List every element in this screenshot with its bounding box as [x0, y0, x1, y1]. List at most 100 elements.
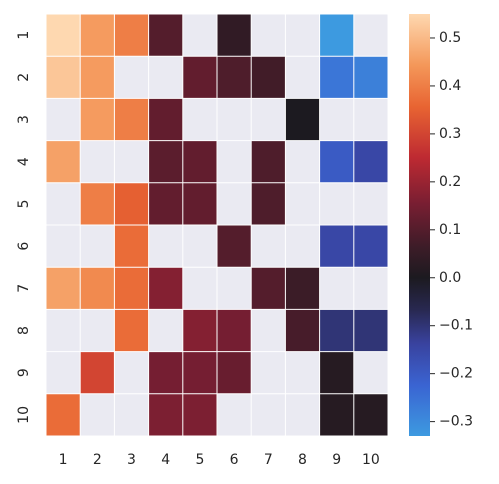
heatmap-cell	[251, 182, 286, 225]
heatmap-cell	[319, 56, 354, 99]
y-axis-ticks: 1 2 3 4 5 6 7 8 9 10	[16, 31, 32, 424]
heatmap-cell	[46, 14, 81, 57]
heatmap-cell	[46, 351, 81, 394]
heatmap-cell	[148, 309, 183, 352]
heatmap-cell	[217, 98, 252, 141]
heatmap-cell	[285, 56, 320, 99]
heatmap-cell	[353, 351, 388, 394]
heatmap-cell	[46, 267, 81, 310]
y-tick-label: 6	[16, 242, 32, 251]
heatmap-cell	[217, 351, 252, 394]
y-tick-label: 9	[16, 368, 32, 377]
x-axis-ticks: 1 2 3 4 5 6 7 8 9 10	[59, 452, 380, 468]
heatmap-cell	[148, 14, 183, 57]
heatmap-cell	[80, 351, 115, 394]
heatmap-cell	[353, 56, 388, 99]
heatmap-cell	[319, 98, 354, 141]
heatmap-cell	[353, 225, 388, 268]
heatmap-cell	[46, 393, 81, 436]
heatmap-cell	[114, 98, 149, 141]
heatmap-cell	[114, 225, 149, 268]
x-tick-label: 3	[127, 452, 136, 468]
x-tick-label: 5	[195, 452, 204, 468]
heatmap-cell	[285, 182, 320, 225]
heatmap-cell	[182, 56, 217, 99]
heatmap-cell	[148, 140, 183, 183]
x-tick-label: 4	[161, 452, 170, 468]
y-tick-label: 4	[16, 157, 32, 166]
y-tick-label: 7	[16, 284, 32, 293]
heatmap-cell	[251, 14, 286, 57]
y-tick-label: 5	[16, 199, 32, 208]
heatmap-cell	[114, 267, 149, 310]
colorbar-tick-label: 0.1	[439, 222, 461, 238]
heatmap-cell	[285, 309, 320, 352]
heatmap-cell	[319, 393, 354, 436]
heatmap-cell	[353, 182, 388, 225]
y-tick-label: 8	[16, 326, 32, 335]
heatmap-cell	[217, 309, 252, 352]
x-tick-label: 2	[93, 452, 102, 468]
heatmap-cell	[80, 56, 115, 99]
y-tick-label: 1	[16, 31, 32, 40]
heatmap-cell	[148, 56, 183, 99]
heatmap-cell	[182, 98, 217, 141]
y-tick-label: 3	[16, 115, 32, 124]
heatmap-cell	[182, 351, 217, 394]
heatmap-cell	[285, 14, 320, 57]
x-tick-label: 10	[362, 452, 380, 468]
heatmap-cell	[114, 351, 149, 394]
heatmap-cell	[251, 140, 286, 183]
heatmap-cell	[353, 14, 388, 57]
heatmap-cell	[148, 225, 183, 268]
heatmap-cell	[251, 98, 286, 141]
heatmap-cell	[114, 182, 149, 225]
x-tick-label: 6	[230, 452, 239, 468]
heatmap-cell	[251, 351, 286, 394]
heatmap-cell	[353, 98, 388, 141]
heatmap-cell	[353, 140, 388, 183]
heatmap-cell	[182, 393, 217, 436]
heatmap-cell	[251, 267, 286, 310]
heatmap-cell	[285, 98, 320, 141]
heatmap-cell	[251, 309, 286, 352]
x-tick-label: 7	[264, 452, 273, 468]
heatmap-cell	[217, 140, 252, 183]
heatmap-cell	[285, 225, 320, 268]
heatmap-cell	[319, 225, 354, 268]
heatmap-cell	[114, 14, 149, 57]
heatmap-cell	[80, 14, 115, 57]
heatmap-cell	[46, 309, 81, 352]
heatmap-cell	[285, 140, 320, 183]
colorbar	[409, 14, 430, 436]
heatmap-cell	[251, 56, 286, 99]
heatmap-cell	[46, 140, 81, 183]
heatmap-cell	[114, 56, 149, 99]
x-tick-label: 1	[59, 452, 68, 468]
heatmap-cell	[217, 14, 252, 57]
heatmap-cell	[217, 56, 252, 99]
heatmap-cells	[45, 13, 389, 437]
heatmap-cell	[285, 393, 320, 436]
heatmap-cell	[182, 225, 217, 268]
heatmap-cell	[80, 267, 115, 310]
heatmap-cell	[285, 351, 320, 394]
heatmap-cell	[251, 225, 286, 268]
heatmap-cell	[182, 14, 217, 57]
colorbar-tick-label: 0.0	[439, 270, 461, 286]
heatmap-cell	[182, 267, 217, 310]
heatmap-cell	[353, 393, 388, 436]
heatmap-cell	[182, 309, 217, 352]
heatmap-cell	[319, 14, 354, 57]
colorbar-tick-label: −0.2	[439, 366, 473, 382]
heatmap-cell	[148, 98, 183, 141]
x-tick-label: 9	[332, 452, 341, 468]
heatmap-cell	[46, 182, 81, 225]
heatmap-cell	[114, 309, 149, 352]
heatmap-cell	[148, 267, 183, 310]
heatmap-cell	[353, 267, 388, 310]
heatmap-cell	[217, 225, 252, 268]
heatmap-cell	[285, 267, 320, 310]
heatmap-cell	[148, 351, 183, 394]
